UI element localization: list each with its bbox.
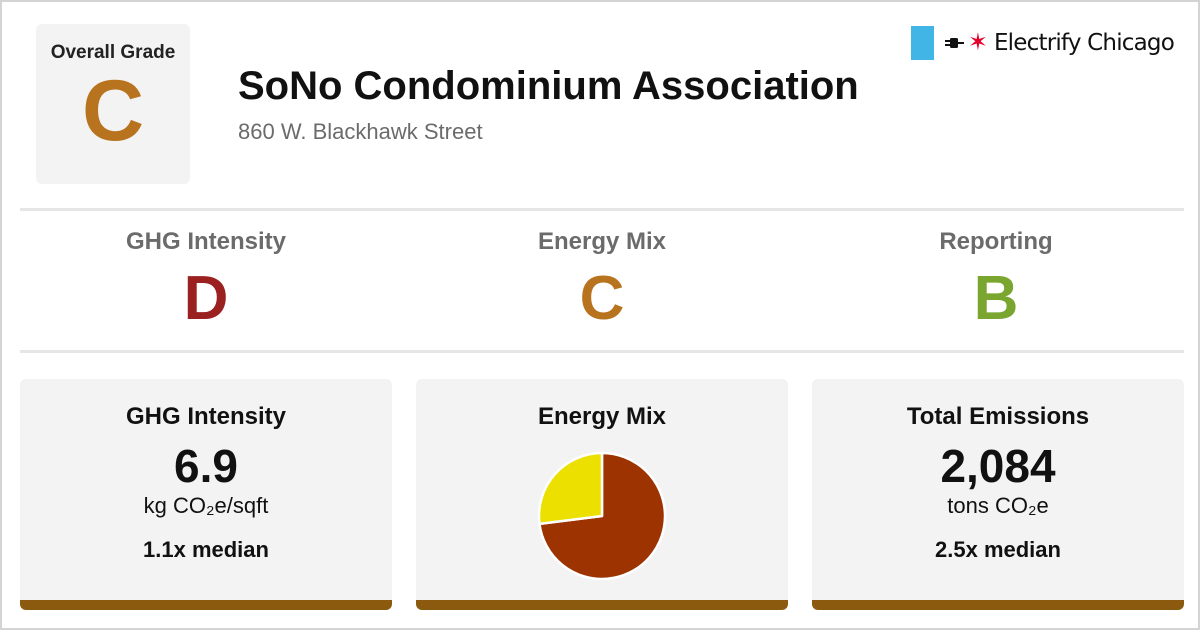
pie-slice-1 (537, 451, 604, 526)
grade-label: Reporting (939, 228, 1053, 255)
ghg-intensity-unit: kg CO₂e/sqft (143, 493, 269, 518)
total-emissions-card: Total Emissions 2,084 tons CO₂e 2.5x med… (812, 379, 1184, 610)
ghg-intensity-value: 6.9 (174, 440, 238, 492)
card-title: Energy Mix (537, 403, 667, 430)
ghg-intensity-card: GHG Intensity 6.9 kg CO₂e/sqft 1.1x medi… (20, 379, 392, 610)
building-name: SoNo Condominium Association (238, 64, 859, 108)
building-address: 860 W. Blackhawk Street (238, 119, 483, 144)
grade-letter: D (183, 264, 229, 333)
card-accent-bar (20, 600, 392, 610)
overall-grade-box: Overall Grade C (36, 24, 190, 184)
electrify-chicago-logo[interactable]: ✶ Electrify Chicago (910, 26, 1175, 60)
grade-energy-mix: Energy Mix C (406, 228, 798, 332)
card-accent-bar (812, 600, 1184, 610)
overall-grade-letter: C (81, 63, 145, 159)
grade-label: GHG Intensity (125, 228, 287, 255)
grade-ghg-intensity: GHG Intensity D (10, 228, 402, 332)
total-emissions-value: 2,084 (940, 440, 1056, 492)
total-emissions-unit: tons CO₂e (947, 493, 1049, 518)
total-emissions-median: 2.5x median (935, 537, 1061, 562)
red-star-icon: ✶ (967, 29, 988, 56)
brand-name: Electrify Chicago (993, 30, 1175, 56)
divider-top (20, 208, 1184, 211)
grade-letter: C (579, 264, 625, 333)
grade-letter: B (973, 264, 1019, 333)
card-title: Total Emissions (906, 403, 1090, 430)
card-title: GHG Intensity (125, 403, 287, 430)
card-accent-bar (416, 600, 788, 610)
plug-icon (944, 38, 964, 48)
chicago-flag-stripe-icon (910, 26, 934, 60)
overall-grade-label: Overall Grade (50, 42, 176, 63)
ghg-intensity-median: 1.1x median (143, 537, 269, 562)
energy-mix-card: Energy Mix (416, 379, 788, 610)
divider-middle (20, 350, 1184, 353)
energy-mix-pie-chart (537, 451, 667, 581)
grade-label: Energy Mix (537, 228, 667, 255)
grade-reporting: Reporting B (800, 228, 1192, 332)
